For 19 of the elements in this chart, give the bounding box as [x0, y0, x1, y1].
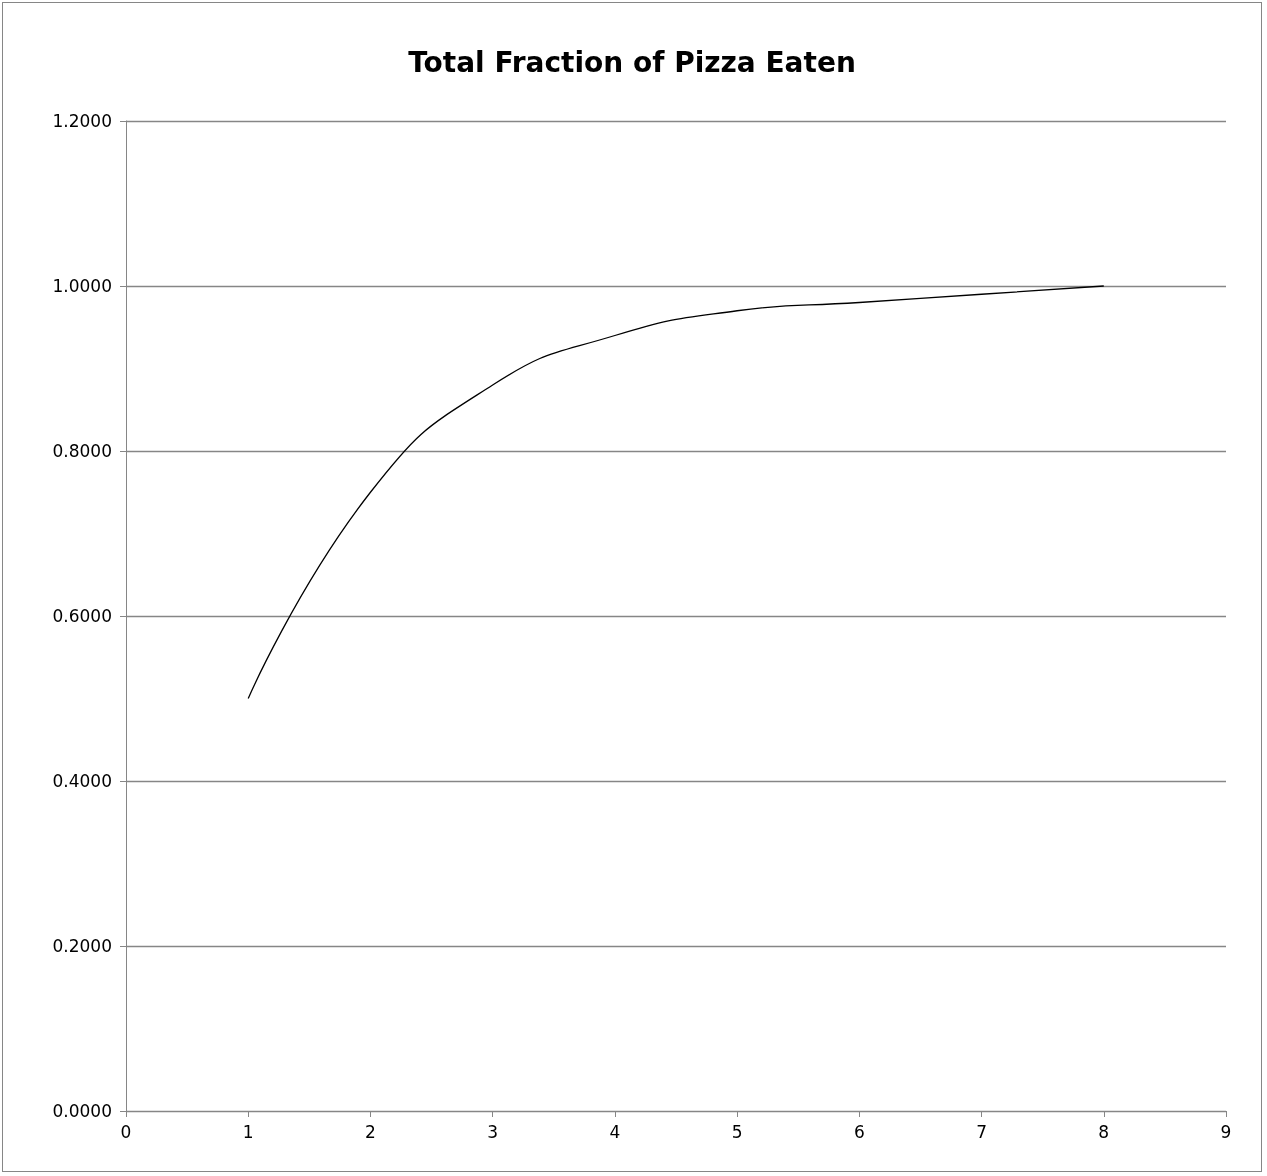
x-tick-label: 5 [731, 1121, 743, 1142]
x-tick-label: 1 [242, 1121, 254, 1142]
y-tick-label: 0.6000 [52, 606, 112, 626]
x-tick-label: 3 [487, 1121, 499, 1142]
x-tick-label: 0 [120, 1121, 132, 1142]
y-tick-label: 0.4000 [52, 771, 112, 791]
y-tick-label: 1.2000 [52, 111, 112, 131]
y-tick-label: 1.0000 [52, 276, 112, 296]
line-series [247, 285, 1105, 700]
x-tick-label: 9 [1220, 1121, 1232, 1142]
y-tick-label: 0.2000 [52, 936, 112, 956]
chart-title: Total Fraction of Pizza Eaten [408, 45, 856, 79]
y-tick-label: 0.0000 [52, 1101, 112, 1121]
x-tick-label: 4 [609, 1121, 621, 1142]
y-tick-label: 0.8000 [52, 441, 112, 461]
x-tick-label: 2 [365, 1121, 376, 1142]
x-tick-label: 6 [853, 1121, 865, 1142]
x-tick-label: 8 [1098, 1121, 1110, 1142]
x-tick-label: 7 [976, 1121, 987, 1142]
